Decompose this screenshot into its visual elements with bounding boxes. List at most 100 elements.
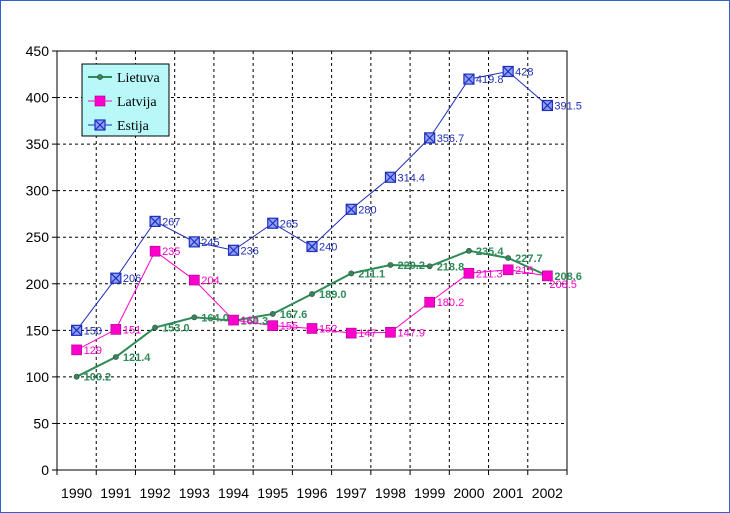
data-point: [466, 247, 472, 254]
data-point: [348, 270, 355, 277]
data-label: 151: [123, 324, 141, 336]
data-point-cross: [306, 241, 318, 252]
data-point: [345, 203, 357, 215]
data-point: [191, 314, 198, 321]
data-point: [502, 65, 514, 78]
data-label: 240: [319, 242, 337, 254]
data-point-cross: [424, 132, 436, 144]
data-point: [542, 270, 553, 282]
data-label: 267: [162, 216, 180, 228]
data-point-cross: [110, 272, 122, 284]
data-label: 153.0: [162, 323, 190, 335]
data-point: [110, 324, 122, 335]
y-tick-label: 50: [33, 415, 49, 431]
y-tick-label: 450: [26, 43, 50, 59]
data-point: [227, 244, 240, 256]
data-point: [424, 132, 436, 144]
data-point: [345, 327, 357, 339]
data-point-cross: [541, 100, 553, 111]
x-tick-label: 1999: [414, 485, 445, 501]
data-point: [149, 245, 161, 257]
data-point-cross: [463, 73, 475, 85]
data-point-cross: [149, 215, 161, 227]
data-label: 167.6: [280, 309, 308, 321]
data-point: [384, 171, 397, 183]
data-point: [97, 74, 103, 80]
x-tick-label: 1994: [218, 485, 249, 501]
data-label: 314.4: [397, 172, 425, 184]
data-point: [424, 296, 435, 308]
plot-border: [56, 50, 568, 471]
x-tick-label: 1995: [257, 485, 288, 501]
y-tick-label: 350: [26, 136, 50, 152]
x-tick-label: 1996: [296, 485, 327, 501]
data-point: [228, 314, 239, 326]
data-point-cross: [502, 66, 514, 77]
data-point-cross: [71, 324, 83, 336]
data-label: 129: [84, 345, 102, 357]
data-point: [426, 263, 433, 270]
legend: Lietuva Latvija Estija: [81, 63, 170, 137]
x-tick-label: 2002: [532, 485, 563, 501]
data-point: [306, 323, 318, 334]
data-point: [306, 240, 318, 253]
data-label: 189.0: [319, 289, 347, 301]
data-label: 356.7: [437, 133, 465, 145]
data-label: 147: [358, 328, 376, 340]
data-label: 215: [515, 265, 533, 277]
series: [71, 65, 553, 380]
data-label: 211.3: [476, 268, 503, 280]
data-point: [267, 320, 279, 331]
data-point: [110, 272, 122, 284]
data-label: 121.4: [123, 352, 151, 364]
data-label: 161: [241, 315, 259, 327]
y-tick-label: 400: [26, 90, 50, 106]
data-label: 152: [319, 323, 337, 335]
data-point: [152, 324, 158, 331]
data-label: 428: [515, 66, 533, 78]
data-point: [267, 217, 279, 229]
legend-label: Estija: [117, 119, 150, 134]
data-point: [189, 274, 200, 286]
data-point-cross: [228, 244, 239, 256]
data-label: 220.2: [397, 260, 425, 272]
data-label: 245: [201, 237, 219, 249]
data-point: [112, 354, 119, 360]
data-label: 150: [84, 325, 102, 337]
data-point: [71, 324, 83, 336]
x-tick-label: 2001: [493, 485, 524, 501]
data-label: 100.2: [84, 372, 112, 384]
data-point-cross: [345, 203, 357, 215]
data-label: 208.5: [549, 279, 577, 291]
data-point: [505, 255, 512, 261]
y-tick-label: 100: [26, 369, 50, 385]
x-tick-label: 1998: [375, 485, 406, 501]
data-point: [269, 311, 276, 317]
data-point: [385, 326, 396, 338]
x-tick-label: 1993: [179, 485, 210, 501]
data-label: 227.7: [515, 253, 543, 265]
data-point-cross: [188, 236, 200, 248]
data-point: [463, 267, 475, 279]
data-point: [502, 264, 514, 276]
axes: 0 50 100 150 200 250 300 350 400 450 1990 1991 1992 1…: [26, 43, 568, 501]
x-tick-label: 1997: [336, 485, 367, 501]
y-tick-label: 0: [41, 462, 49, 478]
data-point: [73, 373, 80, 380]
legend-label: Latvija: [117, 95, 157, 110]
data-point-cross: [94, 119, 106, 131]
data-label: 236: [241, 245, 259, 257]
series-line-latvija: [76, 250, 548, 351]
x-tick-label: 1991: [100, 485, 131, 501]
data-label: 208.6: [554, 271, 582, 283]
x-tick-label: 2000: [453, 485, 484, 501]
data-label: 206: [123, 273, 141, 285]
data-point: [463, 73, 475, 85]
data-label: 235.4: [476, 246, 504, 258]
data-point: [541, 99, 553, 112]
y-tick-label: 250: [26, 229, 50, 245]
data-point: [188, 236, 200, 248]
data-label: 211.1: [358, 268, 385, 280]
data-point: [387, 262, 394, 268]
